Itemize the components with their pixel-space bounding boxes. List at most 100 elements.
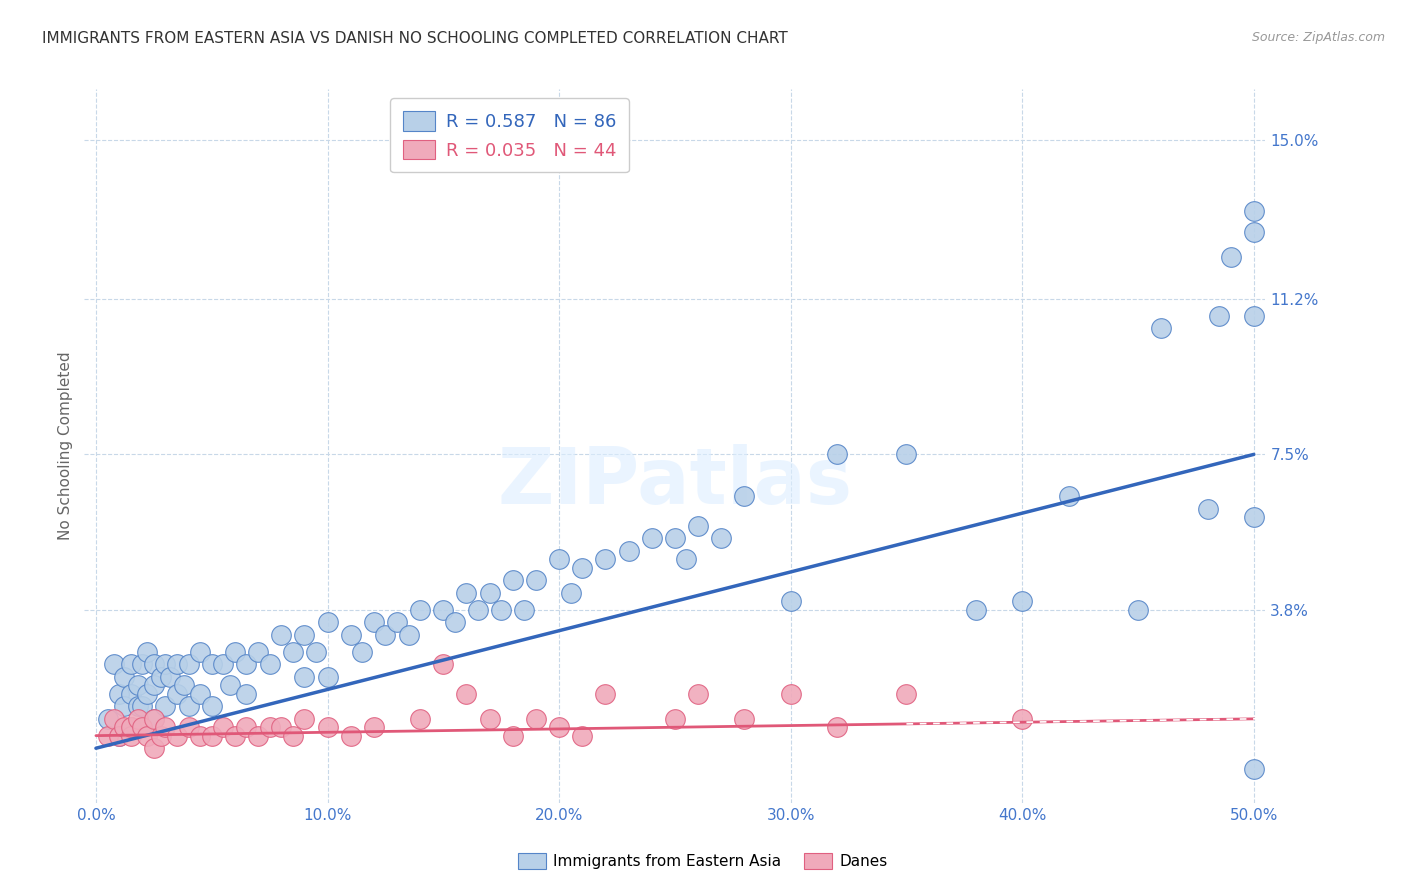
Text: IMMIGRANTS FROM EASTERN ASIA VS DANISH NO SCHOOLING COMPLETED CORRELATION CHART: IMMIGRANTS FROM EASTERN ASIA VS DANISH N… (42, 31, 787, 46)
Point (502, 729, 524, 743)
Point (131, 699, 153, 714)
Point (385, 615, 408, 630)
Point (374, 628, 396, 642)
Point (779, 594, 801, 608)
Point (131, 720, 153, 734)
Point (1011, 594, 1033, 608)
Point (127, 712, 149, 726)
Point (571, 729, 593, 743)
Point (219, 678, 242, 692)
Point (270, 720, 292, 734)
Point (456, 687, 478, 701)
Point (177, 720, 200, 734)
Point (513, 603, 536, 617)
Point (96, 729, 118, 743)
Point (120, 687, 142, 701)
Point (432, 657, 454, 672)
Point (316, 670, 339, 684)
Point (292, 670, 315, 684)
Point (502, 574, 524, 588)
Point (120, 720, 142, 734)
Point (779, 687, 801, 701)
Point (710, 532, 733, 546)
Point (1126, 603, 1149, 617)
Point (456, 586, 478, 600)
Point (524, 574, 547, 588)
Point (166, 657, 188, 672)
Point (259, 657, 281, 672)
Point (270, 628, 292, 642)
Point (560, 586, 582, 600)
Point (595, 552, 617, 566)
Point (247, 729, 270, 743)
Point (363, 615, 385, 630)
Point (641, 532, 664, 546)
Legend: R = 0.587   N = 86, R = 0.035   N = 44: R = 0.587 N = 86, R = 0.035 N = 44 (389, 98, 628, 172)
Point (339, 628, 361, 642)
Point (188, 645, 211, 659)
Point (467, 603, 489, 617)
Point (235, 657, 257, 672)
Point (825, 447, 848, 461)
Point (155, 657, 177, 672)
Point (235, 687, 257, 701)
Point (664, 712, 686, 726)
Point (1208, 309, 1230, 323)
Point (548, 552, 571, 566)
Point (1150, 321, 1173, 335)
Point (131, 657, 153, 672)
Point (166, 729, 188, 743)
Point (120, 720, 142, 734)
Point (1011, 712, 1033, 726)
Point (292, 712, 315, 726)
Point (896, 447, 918, 461)
Point (316, 615, 339, 630)
Point (363, 720, 385, 734)
Point (1243, 309, 1265, 323)
Point (173, 678, 195, 692)
Point (96, 712, 118, 726)
Point (201, 729, 224, 743)
Point (224, 729, 246, 743)
Text: ZIPatlas: ZIPatlas (498, 443, 852, 520)
Point (664, 532, 686, 546)
Point (135, 687, 157, 701)
Point (548, 720, 571, 734)
Text: Source: ZipAtlas.com: Source: ZipAtlas.com (1251, 31, 1385, 45)
Point (142, 712, 165, 726)
Point (733, 712, 755, 726)
Point (733, 489, 755, 503)
Point (1243, 225, 1265, 239)
Point (149, 729, 172, 743)
Point (316, 720, 339, 734)
Point (281, 645, 304, 659)
Point (1243, 203, 1265, 218)
Point (432, 603, 454, 617)
Point (409, 712, 432, 726)
Y-axis label: No Schooling Completed: No Schooling Completed (58, 351, 73, 541)
Point (524, 712, 547, 726)
Point (1057, 489, 1080, 503)
Point (224, 645, 246, 659)
Point (1219, 250, 1241, 264)
Point (675, 552, 697, 566)
Point (127, 678, 149, 692)
Point (1243, 762, 1265, 776)
Point (305, 645, 328, 659)
Point (188, 729, 211, 743)
Point (120, 657, 142, 672)
Point (339, 729, 361, 743)
Point (177, 657, 200, 672)
Point (159, 670, 181, 684)
Point (201, 657, 224, 672)
Point (571, 560, 593, 574)
Point (188, 687, 211, 701)
Point (155, 720, 177, 734)
Point (1197, 502, 1219, 516)
Point (489, 603, 512, 617)
Point (281, 729, 304, 743)
Point (108, 729, 131, 743)
Point (112, 699, 135, 714)
Point (478, 712, 501, 726)
Point (409, 603, 432, 617)
